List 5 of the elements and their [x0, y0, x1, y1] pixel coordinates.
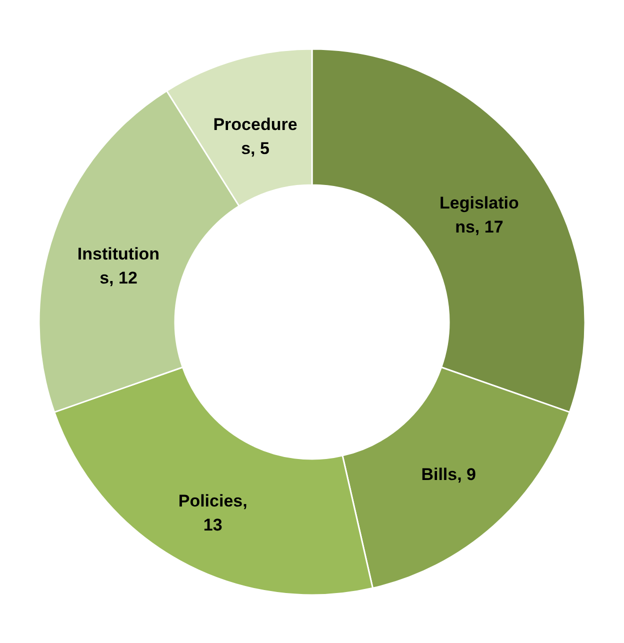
data-label: Procedure s, 5	[213, 115, 298, 158]
data-label: Legislatio ns, 17	[440, 193, 519, 236]
data-label: Policies, 13	[178, 491, 248, 534]
data-label: Bills, 9	[421, 464, 476, 484]
data-label: Institution s, 12	[77, 244, 160, 288]
